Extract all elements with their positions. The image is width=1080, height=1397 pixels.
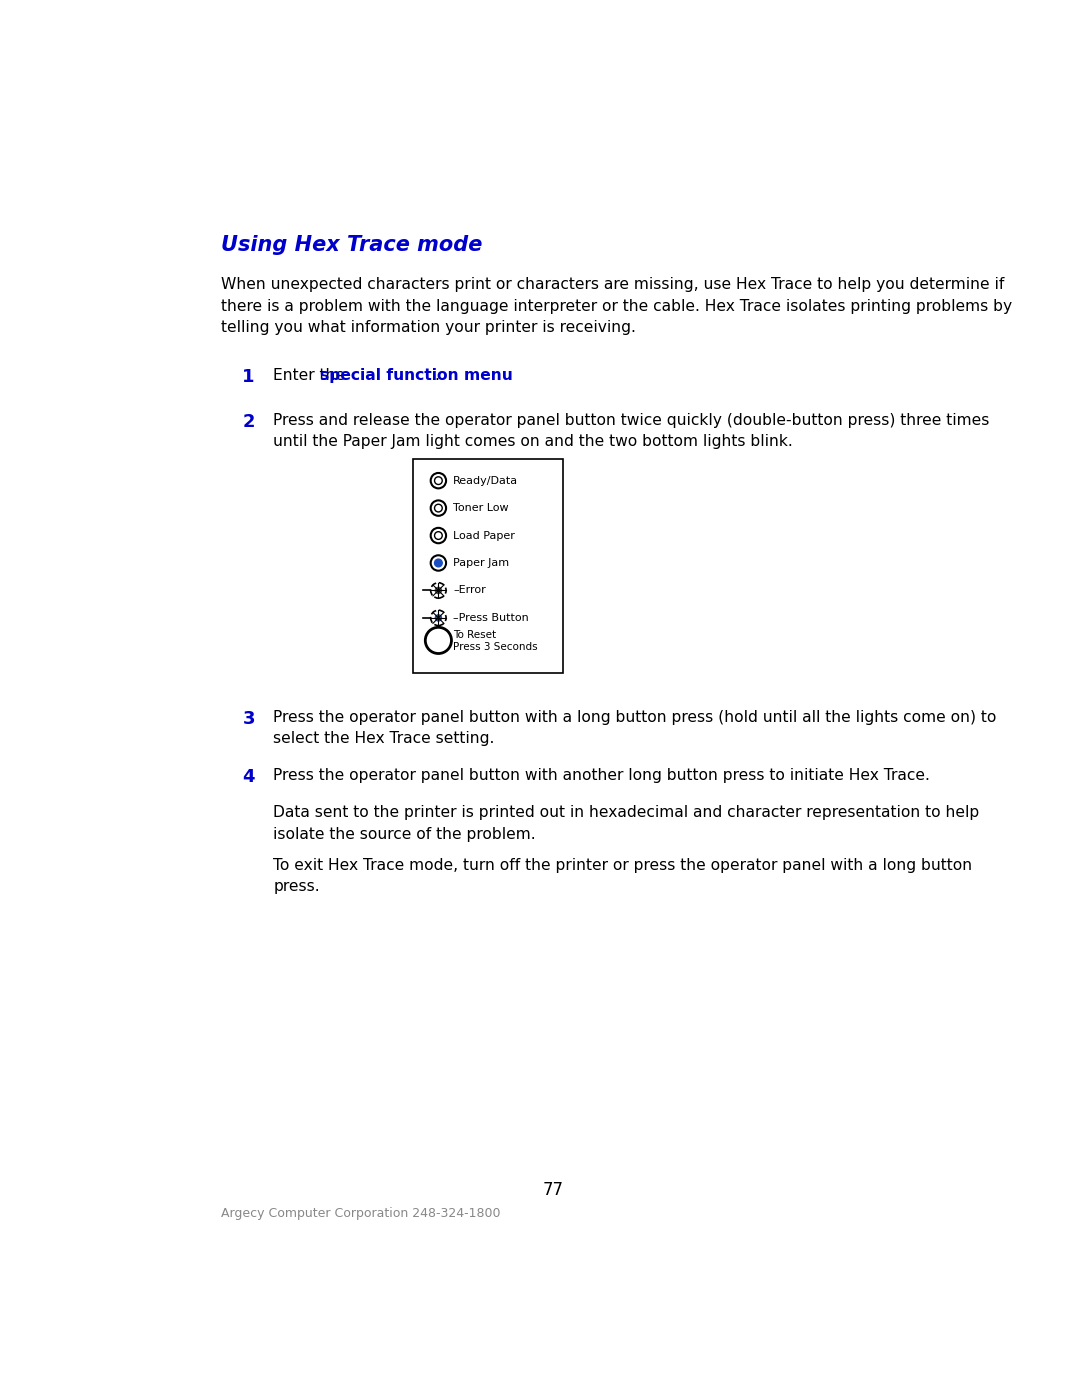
Text: Enter the: Enter the [273, 367, 350, 383]
Text: .: . [434, 367, 440, 383]
Text: Press the operator panel button with a long button press (hold until all the lig: Press the operator panel button with a l… [273, 710, 997, 746]
Circle shape [434, 559, 442, 567]
Text: Press 3 Seconds: Press 3 Seconds [453, 641, 538, 651]
Text: Load Paper: Load Paper [453, 531, 515, 541]
Text: Paper Jam: Paper Jam [453, 557, 509, 569]
Text: –Press Button: –Press Button [453, 613, 529, 623]
Text: Data sent to the printer is printed out in hexadecimal and character representat: Data sent to the printer is printed out … [273, 805, 980, 842]
Text: 3: 3 [242, 710, 255, 728]
FancyBboxPatch shape [413, 458, 563, 673]
Text: Using Hex Trace mode: Using Hex Trace mode [220, 235, 483, 254]
Text: To Reset: To Reset [453, 630, 496, 640]
Text: Argecy Computer Corporation 248-324-1800: Argecy Computer Corporation 248-324-1800 [220, 1207, 500, 1220]
Text: 77: 77 [543, 1180, 564, 1199]
Text: Toner Low: Toner Low [453, 503, 509, 513]
Text: Ready/Data: Ready/Data [453, 475, 518, 486]
Circle shape [435, 615, 442, 620]
Text: –Error: –Error [453, 585, 486, 595]
Text: 2: 2 [242, 412, 255, 430]
Circle shape [435, 587, 442, 594]
Text: 4: 4 [242, 768, 255, 787]
Text: To exit Hex Trace mode, turn off the printer or press the operator panel with a : To exit Hex Trace mode, turn off the pri… [273, 858, 972, 894]
Text: 1: 1 [242, 367, 255, 386]
Text: Press and release the operator panel button twice quickly (double-button press) : Press and release the operator panel but… [273, 412, 989, 448]
Text: special function menu: special function menu [320, 367, 513, 383]
Text: Press the operator panel button with another long button press to initiate Hex T: Press the operator panel button with ano… [273, 768, 930, 784]
Text: When unexpected characters print or characters are missing, use Hex Trace to hel: When unexpected characters print or char… [220, 277, 1012, 335]
